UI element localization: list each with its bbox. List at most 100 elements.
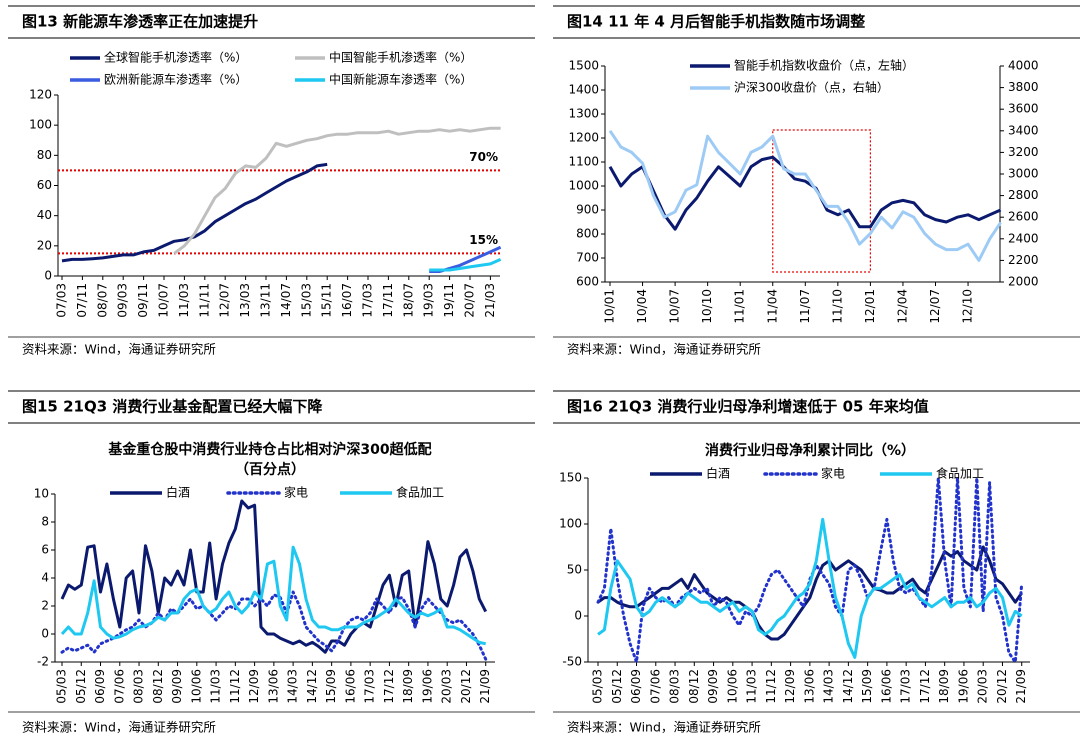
x-tick-label: 11/12: [764, 669, 778, 704]
legend-label: 家电: [821, 466, 845, 481]
x-tick-label: 06/09: [629, 669, 643, 704]
legend-label: 全球智能手机渗透率（%）: [104, 50, 247, 65]
legend-label: 中国智能手机渗透率（%）: [329, 50, 472, 65]
figure-title: 图15 21Q3 消费行业基金配置已经大幅下降: [22, 398, 323, 416]
series-line: [173, 126, 501, 255]
y-tick-label: 1100: [568, 155, 599, 169]
x-tick-label: 10/06: [725, 669, 739, 704]
x-tick-label: 13/03: [238, 283, 252, 318]
y-tick-label: 700: [576, 251, 599, 265]
legend-label: 欧洲新能源车渗透率（%）: [104, 72, 247, 87]
chart-title: （百分点）: [235, 461, 305, 478]
x-tick-label: 21/09: [478, 669, 492, 704]
x-tick-label: 08/03: [132, 669, 146, 704]
x-tick-label: 18/09: [401, 669, 415, 704]
y2-tick-label: 3800: [1008, 80, 1039, 94]
y-tick-label: 150: [559, 471, 582, 485]
y-tick-label: 100: [29, 118, 52, 132]
series-line: [597, 545, 1023, 641]
x-tick-label: 07/06: [648, 669, 662, 704]
x-tick-label: 10/01: [603, 289, 617, 324]
y2-tick-label: 2800: [1008, 188, 1039, 202]
y2-tick-label: 3600: [1008, 102, 1039, 116]
x-tick-label: 10/04: [635, 289, 649, 324]
x-tick-label: 11/01: [733, 289, 747, 324]
series-line: [596, 476, 1024, 664]
x-tick-label: 07/11: [75, 283, 89, 318]
x-tick-label: 19/03: [422, 283, 436, 318]
x-tick-label: 18/09: [937, 669, 951, 704]
source-note: 资料来源：Wind，海通证券研究所: [567, 720, 761, 735]
x-tick-label: 12/09: [247, 669, 261, 704]
y2-tick-label: 2200: [1008, 253, 1039, 267]
highlight-box: [772, 129, 872, 273]
y-tick-label: 20: [37, 238, 52, 252]
legend-label: 白酒: [706, 466, 730, 481]
x-tick-label: 10/07: [157, 283, 171, 318]
y-tick-label: 4: [41, 571, 49, 585]
series-line: [597, 517, 1023, 659]
x-tick-label: 20/12: [459, 669, 473, 704]
y-tick-label: 600: [576, 275, 599, 289]
x-tick-label: 14/03: [822, 669, 836, 704]
figure-title: 图14 11 年 4 月后智能手机指数随市场调整: [567, 13, 865, 31]
x-tick-label: 12/09: [783, 669, 797, 704]
x-tick-label: 17/03: [361, 283, 375, 318]
y-tick-label: 1400: [568, 83, 599, 97]
legend-label: 中国新能源车渗透率（%）: [329, 72, 472, 87]
x-tick-label: 14/07: [279, 283, 293, 318]
series-line: [60, 590, 488, 661]
figure-title: 图13 新能源车渗透率正在加速提升: [22, 13, 258, 31]
x-tick-label: 11/03: [209, 669, 223, 704]
y-tick-label: -50: [562, 655, 582, 669]
y-tick-label: 1500: [568, 59, 599, 73]
chart-title: 基金重仓股中消费行业持仓占比相对沪深300超低配: [108, 441, 431, 458]
legend-label: 白酒: [166, 485, 190, 500]
x-tick-label: 08/12: [151, 669, 165, 704]
x-tick-label: 12/10: [961, 289, 975, 324]
source-note: 资料来源：Wind，海通证券研究所: [22, 720, 216, 735]
series-line: [61, 162, 328, 263]
legend-label: 智能手机指数收盘价（点，左轴）: [734, 58, 914, 73]
x-tick-label: 09/11: [136, 283, 150, 318]
legend-label: 沪深300收盘价（点，右轴）: [734, 80, 889, 95]
source-note: 资料来源：Wind，海通证券研究所: [22, 342, 216, 357]
y2-tick-label: 3200: [1008, 145, 1039, 159]
x-tick-label: 13/11: [259, 283, 273, 318]
y-tick-label: 6: [41, 543, 49, 557]
x-tick-label: 14/12: [305, 669, 319, 704]
x-tick-label: 15/09: [324, 669, 338, 704]
x-tick-label: 14/12: [841, 669, 855, 704]
x-tick-label: 11/07: [798, 289, 812, 324]
y-tick-label: 60: [37, 178, 52, 192]
source-note: 资料来源：Wind，海通证券研究所: [567, 342, 761, 357]
x-tick-label: 08/12: [687, 669, 701, 704]
x-tick-label: 20/03: [440, 669, 454, 704]
y-tick-label: 800: [576, 227, 599, 241]
x-tick-label: 16/07: [340, 283, 354, 318]
y2-tick-label: 3000: [1008, 167, 1039, 181]
x-tick-label: 11/12: [228, 669, 242, 704]
y2-tick-label: 2000: [1008, 275, 1039, 289]
reference-label: 15%: [469, 233, 498, 247]
y-tick-label: 40: [37, 208, 52, 222]
legend-label: 食品加工: [936, 466, 984, 481]
legend-label: 家电: [284, 485, 308, 500]
x-tick-label: 17/12: [382, 669, 396, 704]
x-tick-label: 11/11: [197, 283, 211, 318]
x-tick-label: 11/10: [830, 289, 844, 324]
x-tick-label: 18/07: [401, 283, 415, 318]
reference-label: 70%: [469, 150, 498, 164]
y-tick-label: 0: [574, 609, 582, 623]
x-tick-label: 11/04: [765, 289, 779, 324]
x-tick-label: 19/11: [442, 283, 456, 318]
x-tick-label: 14/03: [286, 669, 300, 704]
y2-tick-label: 2600: [1008, 210, 1039, 224]
y-tick-label: 1000: [568, 179, 599, 193]
y-tick-label: 0: [41, 627, 49, 641]
x-tick-label: 17/12: [918, 669, 932, 704]
x-tick-label: 09/03: [116, 283, 130, 318]
y-tick-label: 80: [37, 148, 52, 162]
